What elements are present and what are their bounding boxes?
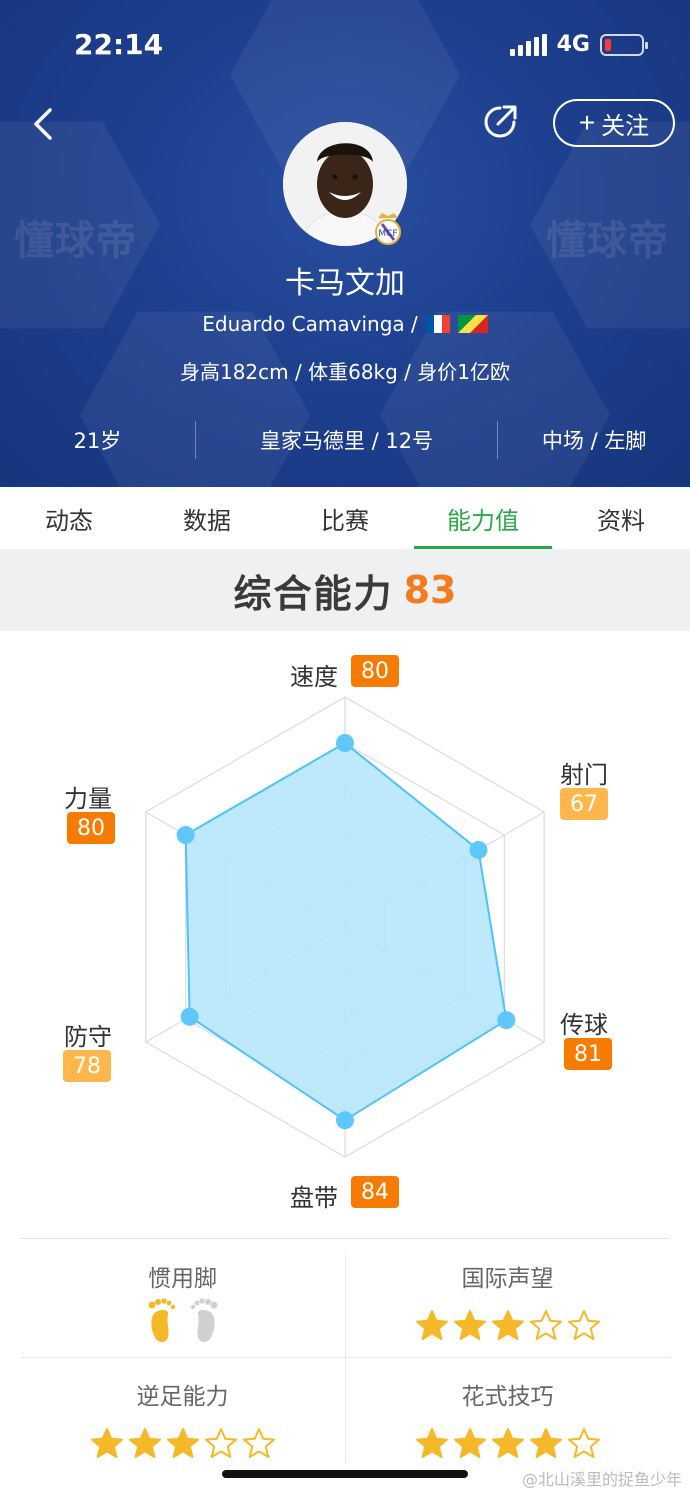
tab-profile[interactable]: 资料 bbox=[597, 506, 645, 535]
player-name-cn: 卡马文加 bbox=[285, 266, 405, 301]
star-empty-icon bbox=[204, 1428, 237, 1458]
radar-svg bbox=[145, 696, 545, 1158]
axis-label-defending: 防守 bbox=[64, 1023, 112, 1051]
france-flag-icon bbox=[425, 315, 450, 333]
star-filled-icon bbox=[415, 1310, 448, 1340]
divider bbox=[20, 1357, 670, 1358]
status-time: 22:14 bbox=[74, 28, 164, 61]
radar-point-defending bbox=[180, 1007, 199, 1026]
home-indicator[interactable] bbox=[222, 1470, 468, 1478]
axis-label-passing: 传球 bbox=[560, 1011, 608, 1039]
player-info-row: 21岁 皇家马德里 / 12号 中场 / 左脚 bbox=[0, 420, 690, 460]
attribute-details-grid: 惯用脚 国际声望 逆足能力 花式技巧 bbox=[20, 1238, 670, 1478]
star-empty-icon bbox=[567, 1428, 600, 1458]
network-type: 4G bbox=[556, 32, 590, 57]
star-filled-icon bbox=[453, 1428, 486, 1458]
preferred-foot-label: 惯用脚 bbox=[148, 1266, 217, 1292]
overall-value: 83 bbox=[403, 568, 457, 612]
value-badge-speed: 80 bbox=[351, 655, 399, 687]
signal-icon bbox=[509, 33, 547, 56]
player-physical-stats: 身高182cm / 体重68kg / 身价1亿欧 bbox=[179, 360, 510, 384]
skill-moves-label: 花式技巧 bbox=[461, 1384, 554, 1410]
tab-bar: 动态 数据 比赛 能力值 资料 bbox=[0, 487, 690, 549]
back-icon[interactable] bbox=[28, 104, 64, 144]
divider bbox=[194, 421, 196, 459]
value-badge-defending: 78 bbox=[63, 1050, 111, 1082]
value-badge-shooting: 67 bbox=[560, 788, 608, 820]
congo-flag-icon bbox=[457, 315, 488, 333]
status-icons: 4G bbox=[509, 32, 648, 57]
player-age: 21岁 bbox=[73, 429, 122, 453]
star-filled-icon bbox=[128, 1428, 161, 1458]
value-badge-strength: 80 bbox=[67, 812, 115, 844]
star-empty-icon bbox=[242, 1428, 275, 1458]
credit-watermark: @北山溪里的捉鱼少年 bbox=[521, 1470, 682, 1489]
star-filled-icon bbox=[415, 1428, 448, 1458]
weak-foot-stars bbox=[20, 1427, 345, 1461]
player-header: 懂球帝 懂球帝 22:14 4G + 关注 MCF 卡马文 bbox=[0, 0, 690, 487]
follow-label: 关注 bbox=[601, 112, 650, 140]
radar-data-area bbox=[184, 741, 508, 1122]
radar-point-passing bbox=[497, 1011, 516, 1030]
watermark-right: 懂球帝 bbox=[546, 218, 669, 264]
follow-button[interactable]: + 关注 bbox=[553, 99, 675, 147]
star-filled-icon bbox=[166, 1428, 199, 1458]
real-madrid-badge-icon: MCF bbox=[375, 213, 401, 245]
ability-radar-chart: 速度 80 射门 67 传球 81 盘带 84 防守 78 力量 80 bbox=[0, 631, 690, 1231]
left-foot-icon bbox=[148, 1298, 175, 1343]
axis-label-strength: 力量 bbox=[64, 785, 112, 813]
value-badge-dribbling: 84 bbox=[351, 1176, 399, 1208]
star-empty-icon bbox=[529, 1310, 562, 1340]
radar-point-dribbling bbox=[336, 1111, 354, 1130]
radar-point-shooting bbox=[469, 840, 488, 859]
axis-label-dribbling: 盘带 bbox=[290, 1184, 338, 1212]
reputation-label: 国际声望 bbox=[461, 1266, 554, 1292]
share-icon[interactable] bbox=[480, 102, 520, 142]
skill-moves-stars bbox=[345, 1427, 670, 1461]
tab-ability[interactable]: 能力值 bbox=[414, 487, 552, 549]
divider bbox=[345, 1255, 346, 1463]
axis-label-shooting: 射门 bbox=[560, 761, 608, 789]
axis-label-speed: 速度 bbox=[290, 663, 338, 691]
star-filled-icon bbox=[491, 1310, 524, 1340]
radar-point-speed bbox=[336, 734, 354, 752]
star-filled-icon bbox=[529, 1428, 562, 1458]
star-empty-icon bbox=[567, 1310, 600, 1340]
tab-stats[interactable]: 数据 bbox=[183, 506, 231, 535]
player-club-number[interactable]: 皇家马德里 / 12号 bbox=[259, 429, 434, 453]
battery-icon bbox=[600, 33, 648, 56]
tab-matches[interactable]: 比赛 bbox=[321, 506, 369, 535]
player-avatar bbox=[283, 122, 407, 246]
player-name-en: Eduardo Camavinga / bbox=[202, 312, 418, 336]
star-filled-icon bbox=[453, 1310, 486, 1340]
right-foot-icon bbox=[190, 1298, 217, 1343]
overall-label: 综合能力 bbox=[233, 571, 394, 616]
player-position-foot: 中场 / 左脚 bbox=[541, 429, 647, 453]
watermark-left: 懂球帝 bbox=[14, 218, 137, 264]
value-badge-passing: 81 bbox=[564, 1038, 612, 1070]
tab-news[interactable]: 动态 bbox=[45, 506, 93, 535]
star-filled-icon bbox=[491, 1428, 524, 1458]
plus-icon: + bbox=[578, 107, 596, 138]
radar-point-strength bbox=[176, 826, 195, 844]
reputation-stars bbox=[345, 1309, 670, 1343]
preferred-foot-indicator bbox=[20, 1297, 345, 1347]
weak-foot-label: 逆足能力 bbox=[136, 1384, 229, 1410]
overall-rating: 综合能力 83 bbox=[0, 549, 690, 631]
divider bbox=[497, 421, 499, 459]
player-name-row: Eduardo Camavinga / bbox=[0, 312, 690, 336]
star-filled-icon bbox=[90, 1428, 123, 1458]
svg-text:MCF: MCF bbox=[378, 229, 397, 239]
